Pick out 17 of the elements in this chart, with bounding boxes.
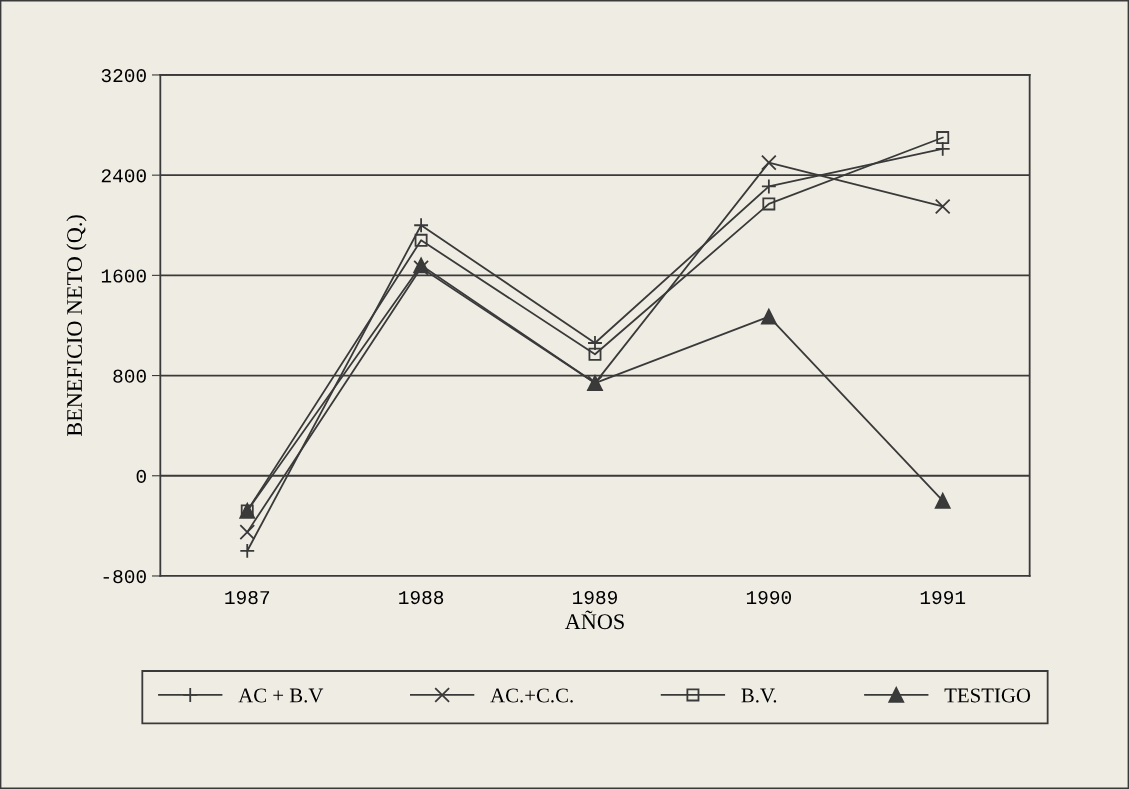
y-tick-label: -800 — [103, 570, 146, 584]
legend-label: B.V. — [741, 688, 777, 703]
x-tick-label: 1987 — [225, 590, 270, 605]
legend-label: AC.+C.C. — [490, 688, 573, 703]
y-tick-label: 0 — [136, 469, 146, 483]
legend-label: TESTIGO — [944, 688, 1031, 703]
x-axis-title: AÑOS — [564, 610, 624, 630]
y-tick-label: 1600 — [101, 269, 146, 283]
x-tick-label: 1988 — [399, 590, 444, 605]
x-tick-label: 1991 — [920, 590, 966, 605]
y-tick-label: 800 — [113, 369, 146, 383]
x-tick-label: 1989 — [573, 590, 617, 605]
legend-label: AC + B.V — [238, 688, 324, 703]
y-tick-label: 3200 — [101, 68, 146, 83]
x-tick-label: 1990 — [746, 590, 791, 605]
y-tick-label: 2400 — [101, 169, 146, 183]
y-axis-title: BENEFICIO NETO (Q.) — [66, 215, 87, 437]
